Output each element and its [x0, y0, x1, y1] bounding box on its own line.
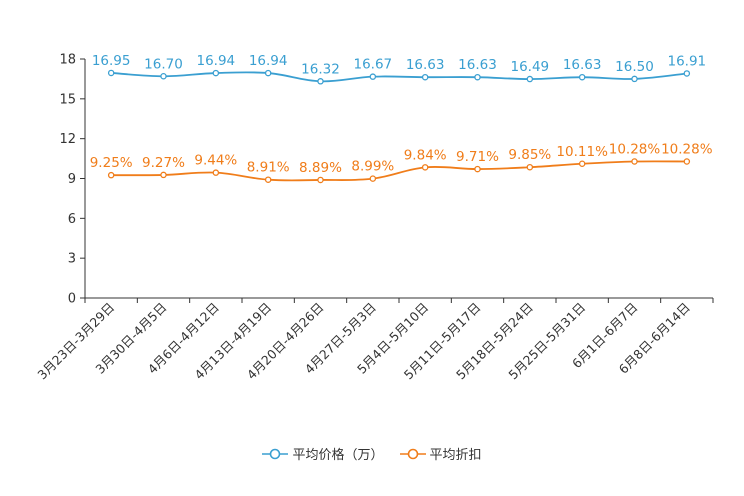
data-label: 16.49: [511, 59, 550, 75]
data-label: 9.27%: [142, 155, 185, 171]
data-point[interactable]: [264, 69, 272, 77]
data-label: 10.28%: [661, 142, 713, 158]
data-label: 8.89%: [299, 160, 342, 176]
data-point[interactable]: [631, 75, 638, 83]
series-line-0: [111, 71, 687, 83]
data-label: 16.63: [563, 57, 602, 73]
data-label: 9.71%: [456, 149, 499, 165]
series-line-1: [111, 160, 687, 182]
data-point[interactable]: [369, 73, 377, 80]
data-label: 9.84%: [404, 147, 447, 163]
legend-label-discount: 平均折扣: [429, 448, 482, 463]
data-point[interactable]: [578, 160, 586, 168]
data-point[interactable]: [317, 78, 324, 85]
data-label: 16.63: [458, 57, 497, 73]
data-point[interactable]: [683, 70, 691, 77]
data-label: 10.28%: [609, 142, 661, 158]
data-label: 16.91: [668, 53, 707, 69]
y-tick-label: 9: [68, 172, 76, 187]
y-tick-label: 6: [68, 212, 76, 227]
data-label: 16.94: [249, 53, 288, 69]
data-label: 8.99%: [351, 159, 394, 175]
y-tick-label: 18: [59, 53, 76, 68]
data-point[interactable]: [474, 165, 481, 173]
data-point[interactable]: [317, 176, 324, 184]
data-point[interactable]: [107, 69, 115, 77]
data-point[interactable]: [526, 75, 534, 83]
data-label: 16.67: [354, 57, 393, 73]
y-tick-label: 12: [59, 132, 76, 147]
data-point[interactable]: [631, 158, 638, 165]
data-label: 16.32: [301, 61, 340, 77]
data-label: 8.91%: [247, 160, 290, 176]
legend: 平均价格（万） 平均折扣: [0, 444, 744, 463]
legend-line-icon-discount: [399, 448, 426, 459]
legend-item-discount[interactable]: 平均折扣: [399, 444, 482, 463]
data-point[interactable]: [212, 169, 220, 176]
data-label: 9.25%: [90, 155, 133, 171]
data-label: 10.11%: [556, 144, 608, 160]
data-point[interactable]: [578, 73, 586, 81]
data-label: 16.50: [615, 59, 654, 75]
data-point[interactable]: [421, 73, 429, 81]
data-label: 16.63: [406, 57, 445, 73]
data-label: 9.85%: [508, 147, 551, 163]
data-point[interactable]: [264, 176, 272, 183]
data-label: 16.94: [197, 53, 236, 69]
data-point[interactable]: [212, 69, 220, 77]
data-label: 9.44%: [194, 153, 237, 169]
legend-label-price: 平均价格（万）: [292, 448, 384, 463]
data-point[interactable]: [421, 164, 429, 171]
legend-item-price[interactable]: 平均价格（万）: [262, 444, 384, 463]
data-point[interactable]: [160, 73, 167, 80]
y-tick-label: 0: [68, 292, 76, 307]
data-point[interactable]: [107, 171, 115, 179]
data-point[interactable]: [526, 163, 534, 171]
data-label: 16.95: [92, 53, 131, 69]
y-tick-label: 3: [68, 252, 76, 267]
data-label: 16.70: [144, 56, 183, 72]
y-tick-label: 15: [59, 92, 76, 107]
legend-line-icon-price: [262, 448, 289, 459]
data-point[interactable]: [683, 158, 691, 165]
data-point[interactable]: [369, 175, 377, 182]
data-point[interactable]: [474, 73, 481, 81]
data-point[interactable]: [160, 171, 167, 179]
